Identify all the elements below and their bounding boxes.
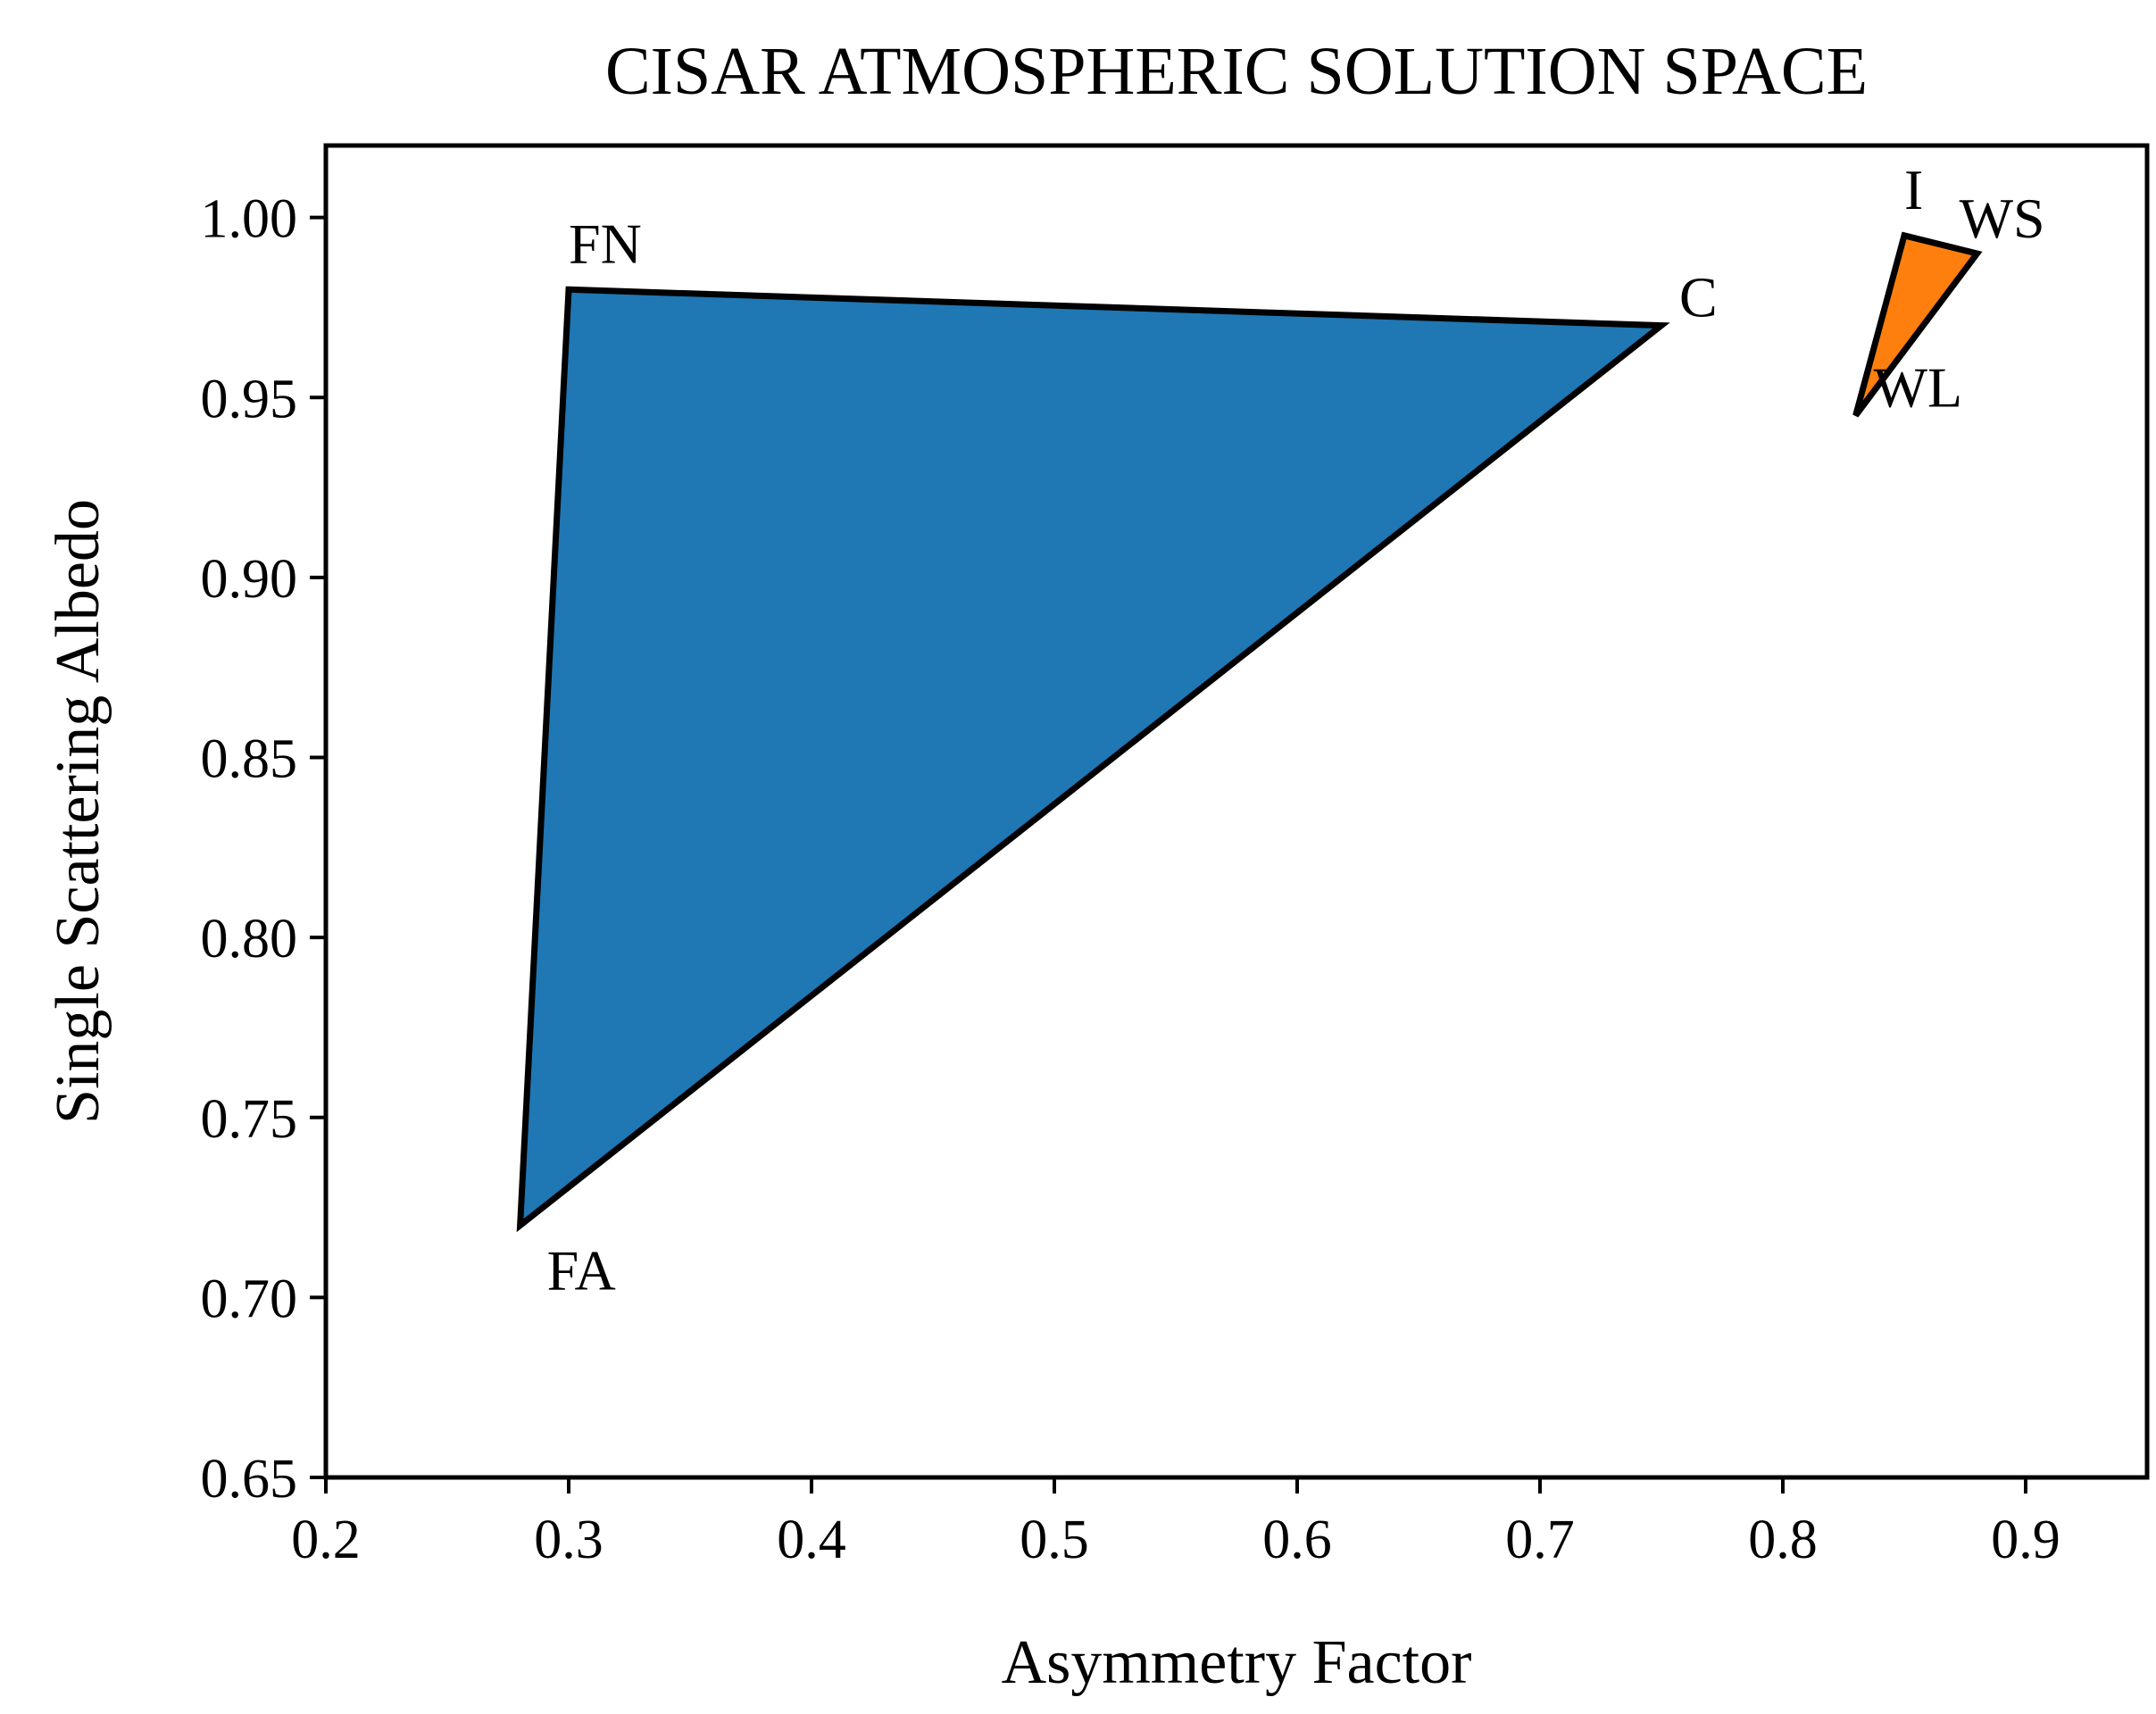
y-axis-label: Single Scattering Albedo	[44, 499, 112, 1124]
solution-region-2	[1852, 231, 1983, 418]
x-tick-label: 0.2	[291, 1510, 361, 1570]
x-tick-label: 0.4	[777, 1510, 846, 1570]
x-tick-label: 0.6	[1262, 1510, 1332, 1570]
x-tick-label: 0.8	[1748, 1510, 1818, 1570]
y-tick-label: 1.00	[201, 189, 298, 250]
x-tick-label: 0.3	[534, 1510, 604, 1570]
y-tick-label: 0.75	[201, 1089, 298, 1150]
x-tick-label: 0.7	[1505, 1510, 1575, 1570]
y-tick-label: 0.80	[201, 909, 298, 969]
vertex-label-ws: WS	[1960, 187, 2045, 250]
polygons-layer: FN C FA I WS WL	[516, 158, 2045, 1302]
x-tick-label: 0.9	[1991, 1510, 2060, 1570]
vertex-label-fn: FN	[569, 212, 642, 275]
x-tick-label: 0.5	[1020, 1510, 1089, 1570]
x-axis: 0.2 0.3 0.4 0.5 0.6 0.7 0.8 0.9	[291, 1477, 2060, 1570]
y-tick-label: 0.70	[201, 1269, 298, 1329]
x-axis-label: Asymmetry Factor	[1002, 1628, 1472, 1697]
vertex-label-wl: WL	[1874, 355, 1963, 419]
y-tick-label: 0.95	[201, 369, 298, 429]
vertex-label-i: I	[1904, 158, 1923, 221]
y-tick-label: 0.90	[201, 549, 298, 610]
vertex-label-fa: FA	[547, 1239, 616, 1302]
y-axis: 0.65 0.70 0.75 0.80 0.85 0.90 0.95 1.00	[201, 189, 326, 1510]
chart-title: CISAR ATMOSPHERIC SOLUTION SPACE	[605, 34, 1868, 109]
y-tick-label: 0.65	[201, 1449, 298, 1510]
vertex-label-c: C	[1679, 266, 1718, 329]
solution-region-1	[516, 286, 1670, 1233]
plot-frame	[323, 143, 2150, 1480]
y-tick-label: 0.85	[201, 729, 298, 790]
